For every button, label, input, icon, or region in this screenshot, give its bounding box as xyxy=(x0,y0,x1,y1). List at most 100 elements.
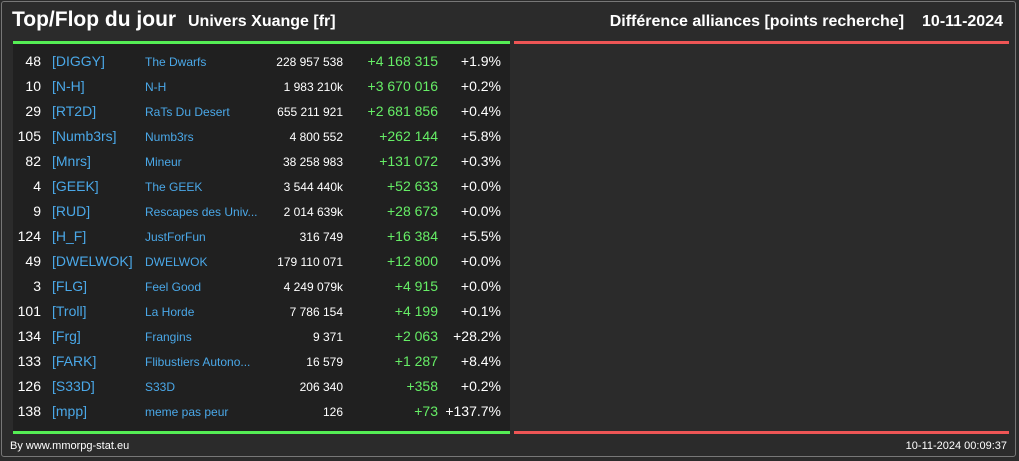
universe-label: Univers Xuange [fr] xyxy=(188,13,336,30)
alliance-tag-link[interactable]: [FLG] xyxy=(52,278,88,294)
table-row: 48 [DIGGY] The Dwarfs 228 957 538 +4 168 315… xyxy=(13,49,510,74)
percent-cell: +137.7% xyxy=(445,403,501,419)
table-row: 101 [Troll] La Horde 7 786 154 +4 199 +0.1% xyxy=(13,299,510,324)
header-date: 10-11-2024 xyxy=(922,13,1003,30)
points-cell: 3 544 440k xyxy=(283,180,343,194)
rank-cell: 124 xyxy=(17,228,41,244)
points-cell: 2 014 639k xyxy=(283,205,343,219)
rank-cell: 48 xyxy=(25,53,41,69)
alliance-tag-link[interactable]: [S33D] xyxy=(52,378,95,394)
alliance-tag-link[interactable]: [N-H] xyxy=(52,78,85,94)
table-row: 29 [RT2D] RaTs Du Desert 655 211 921 +2 681 … xyxy=(13,99,510,124)
alliance-name-link[interactable]: S33D xyxy=(145,380,176,394)
points-cell: 38 258 983 xyxy=(282,155,343,169)
percent-cell: +0.2% xyxy=(460,78,501,94)
table-row: 49 [DWELWOK] DWELWOK 179 110 071 +12 800 +0.0… xyxy=(13,249,510,274)
percent-cell: +0.2% xyxy=(460,378,501,394)
alliance-name-link[interactable]: JustForFun xyxy=(145,230,206,244)
percent-cell: +5.5% xyxy=(460,228,501,244)
alliance-name-link[interactable]: Numb3rs xyxy=(145,130,194,144)
percent-cell: +0.3% xyxy=(460,153,501,169)
top-divider-green xyxy=(13,41,510,44)
rank-cell: 82 xyxy=(25,153,41,169)
alliance-tag-link[interactable]: [RT2D] xyxy=(52,103,97,119)
difference-cell: +16 384 xyxy=(387,228,438,244)
alliance-name-link[interactable]: Frangins xyxy=(145,330,192,344)
alliance-name-link[interactable]: N-H xyxy=(145,80,167,94)
table-row: 138 [mpp] meme pas peur 126 +73 +137.7% xyxy=(13,399,510,424)
table-row: 82 [Mnrs] Mineur 38 258 983 +131 072 +0.3% xyxy=(13,149,510,174)
alliance-name-link[interactable]: Flibustiers Autono... xyxy=(145,355,251,369)
difference-cell: +3 670 016 xyxy=(367,78,438,94)
rank-cell: 105 xyxy=(17,128,41,144)
percent-cell: +0.0% xyxy=(460,278,501,294)
alliance-name-link[interactable]: La Horde xyxy=(145,305,195,319)
points-cell: 4 249 079k xyxy=(283,280,343,294)
alliance-name-link[interactable]: meme pas peur xyxy=(145,405,229,419)
points-cell: 9 371 xyxy=(312,330,343,344)
table-row: 4 [GEEK] The GEEK 3 544 440k +52 633 +0.0% xyxy=(13,174,510,199)
alliance-name-link[interactable]: Mineur xyxy=(145,155,182,169)
percent-cell: +1.9% xyxy=(460,53,501,69)
percent-cell: +8.4% xyxy=(460,353,501,369)
rank-cell: 29 xyxy=(25,103,41,119)
alliance-tag-link[interactable]: [Mnrs] xyxy=(52,153,91,169)
footer-timestamp: 10-11-2024 00:09:37 xyxy=(905,440,1007,452)
page-title: Top/Flop du jour xyxy=(12,8,177,31)
bottom-divider-red xyxy=(514,431,1009,434)
difference-cell: +4 199 xyxy=(394,303,438,319)
points-cell: 1 983 210k xyxy=(283,80,343,94)
table-row: 126 [S33D] S33D 206 340 +358 +0.2% xyxy=(13,374,510,399)
table-row: 9 [RUD] Rescapes des Univ... 2 014 639k +28 … xyxy=(13,199,510,224)
rank-cell: 138 xyxy=(17,403,41,419)
rank-cell: 3 xyxy=(33,278,41,294)
points-cell: 4 800 552 xyxy=(289,130,343,144)
top-divider-red xyxy=(514,41,1009,44)
alliance-name-link[interactable]: The Dwarfs xyxy=(145,55,207,69)
alliance-tag-link[interactable]: [GEEK] xyxy=(52,178,99,194)
points-cell: 228 957 538 xyxy=(276,55,343,69)
rank-cell: 49 xyxy=(25,253,41,269)
difference-cell: +28 673 xyxy=(387,203,438,219)
alliance-tag-link[interactable]: [Frg] xyxy=(52,328,81,344)
percent-cell: +0.0% xyxy=(460,178,501,194)
alliance-name-link[interactable]: RaTs Du Desert xyxy=(145,105,230,119)
difference-cell: +262 144 xyxy=(379,128,438,144)
difference-cell: +4 915 xyxy=(394,278,438,294)
top-list-panel: 48 [DIGGY] The Dwarfs 228 957 538 +4 168 315… xyxy=(13,44,510,431)
alliance-name-link[interactable]: DWELWOK xyxy=(145,255,208,269)
table-row: 3 [FLG] Feel Good 4 249 079k +4 915 +0.0% xyxy=(13,274,510,299)
table-row: 133 [FARK] Flibustiers Autono... 16 579 +1 2… xyxy=(13,349,510,374)
difference-cell: +131 072 xyxy=(379,153,438,169)
alliance-tag-link[interactable]: [H_F] xyxy=(52,228,87,244)
alliance-name-link[interactable]: Feel Good xyxy=(145,280,202,294)
rank-cell: 134 xyxy=(17,328,41,344)
alliance-tag-link[interactable]: [mpp] xyxy=(52,403,88,419)
rank-cell: 133 xyxy=(17,353,41,369)
alliance-tag-link[interactable]: [DIGGY] xyxy=(52,53,105,69)
header-right: Différence alliances [points recherche] 1… xyxy=(610,13,1003,31)
percent-cell: +0.0% xyxy=(460,253,501,269)
alliance-tag-link[interactable]: [Numb3rs] xyxy=(52,128,117,144)
alliance-tag-link[interactable]: [RUD] xyxy=(52,203,91,219)
rank-cell: 4 xyxy=(33,178,41,194)
rank-cell: 126 xyxy=(17,378,41,394)
alliance-name-link[interactable]: The GEEK xyxy=(145,180,203,194)
percent-cell: +0.4% xyxy=(460,103,501,119)
difference-cell: +1 287 xyxy=(394,353,438,369)
points-cell: 7 786 154 xyxy=(289,305,343,319)
flop-list-panel xyxy=(514,44,1009,431)
rank-cell: 10 xyxy=(25,78,41,94)
alliance-tag-link[interactable]: [DWELWOK] xyxy=(52,253,133,269)
points-cell: 179 110 071 xyxy=(277,255,343,269)
difference-cell: +358 xyxy=(406,378,438,394)
alliance-tag-link[interactable]: [FARK] xyxy=(52,353,97,369)
footer-credit: By www.mmorpg-stat.eu xyxy=(10,440,130,452)
points-cell: 206 340 xyxy=(299,380,343,394)
ranking-subtitle: Différence alliances [points recherche] xyxy=(609,13,905,30)
alliance-name-link[interactable]: Rescapes des Univ... xyxy=(145,205,258,219)
points-cell: 655 211 921 xyxy=(277,105,343,119)
table-row: 105 [Numb3rs] Numb3rs 4 800 552 +262 144 +5.8… xyxy=(13,124,510,149)
points-cell: 16 579 xyxy=(306,355,343,369)
alliance-tag-link[interactable]: [Troll] xyxy=(52,303,87,319)
